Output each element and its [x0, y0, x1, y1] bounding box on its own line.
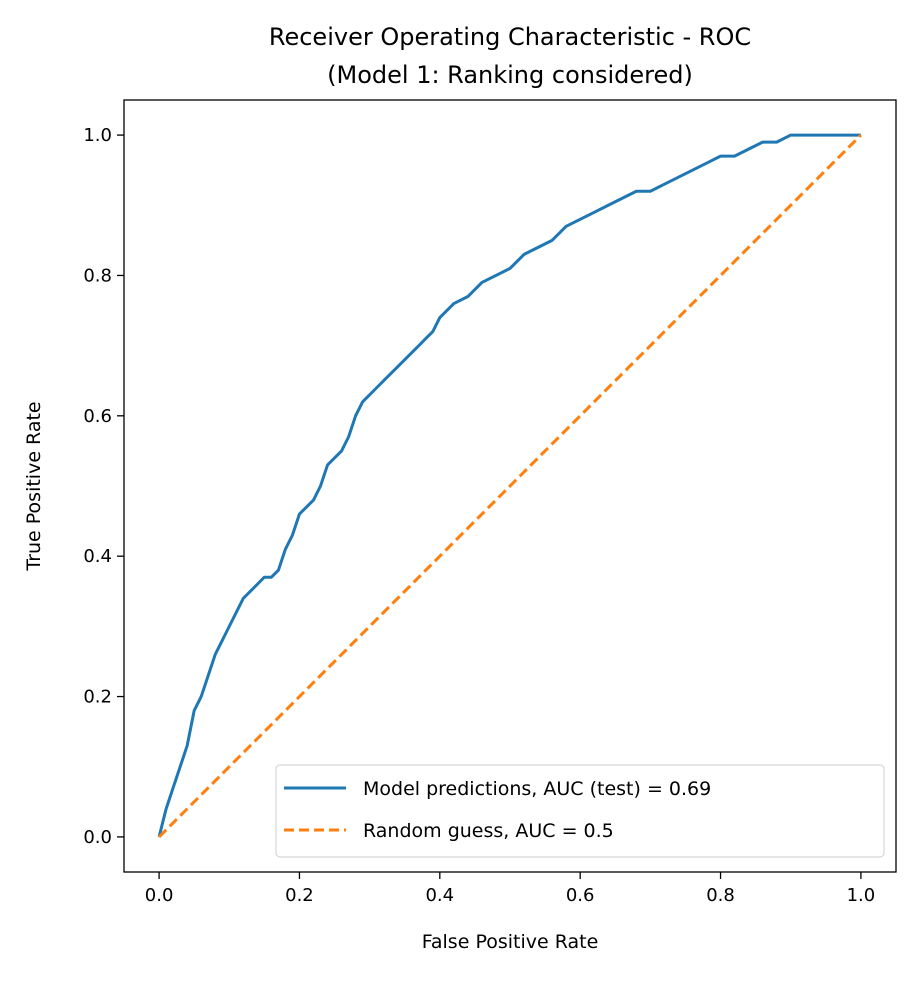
y-tick-label: 1.0	[83, 125, 112, 146]
chart-title: Receiver Operating Characteristic - ROC	[269, 23, 751, 51]
legend-label-random: Random guess, AUC = 0.5	[363, 820, 614, 842]
y-tick-label: 0.6	[83, 406, 112, 427]
y-tick-label: 0.2	[83, 687, 112, 708]
series-line-random-guess	[158, 134, 862, 838]
legend: Model predictions, AUC (test) = 0.69 Ran…	[275, 764, 885, 858]
x-axis-label: False Positive Rate	[422, 931, 599, 953]
y-tick-label: 0.8	[83, 265, 112, 286]
y-axis-label: True Positive Rate	[23, 401, 45, 571]
legend-box	[275, 764, 885, 858]
x-tick-label: 0.0	[145, 885, 174, 906]
x-tick-label: 0.4	[425, 885, 454, 906]
x-tick-label: 0.2	[285, 885, 314, 906]
x-tick-label: 1.0	[847, 885, 876, 906]
y-tick-label: 0.0	[83, 827, 112, 848]
x-tick-label: 0.6	[566, 885, 595, 906]
axis-ticks: 0.0 0.2 0.4 0.6 0.8 1.0 0.0 0.2 0.4 0.6 0.8 1.0	[83, 125, 875, 906]
axes-frame	[123, 99, 897, 873]
plot-area	[157, 133, 862, 838]
y-tick-label: 0.4	[83, 546, 112, 567]
series-line-model-predictions	[157, 133, 861, 838]
legend-label-model: Model predictions, AUC (test) = 0.69	[363, 778, 711, 800]
x-tick-label: 0.8	[706, 885, 735, 906]
chart-subtitle: (Model 1: Ranking considered)	[327, 61, 693, 89]
